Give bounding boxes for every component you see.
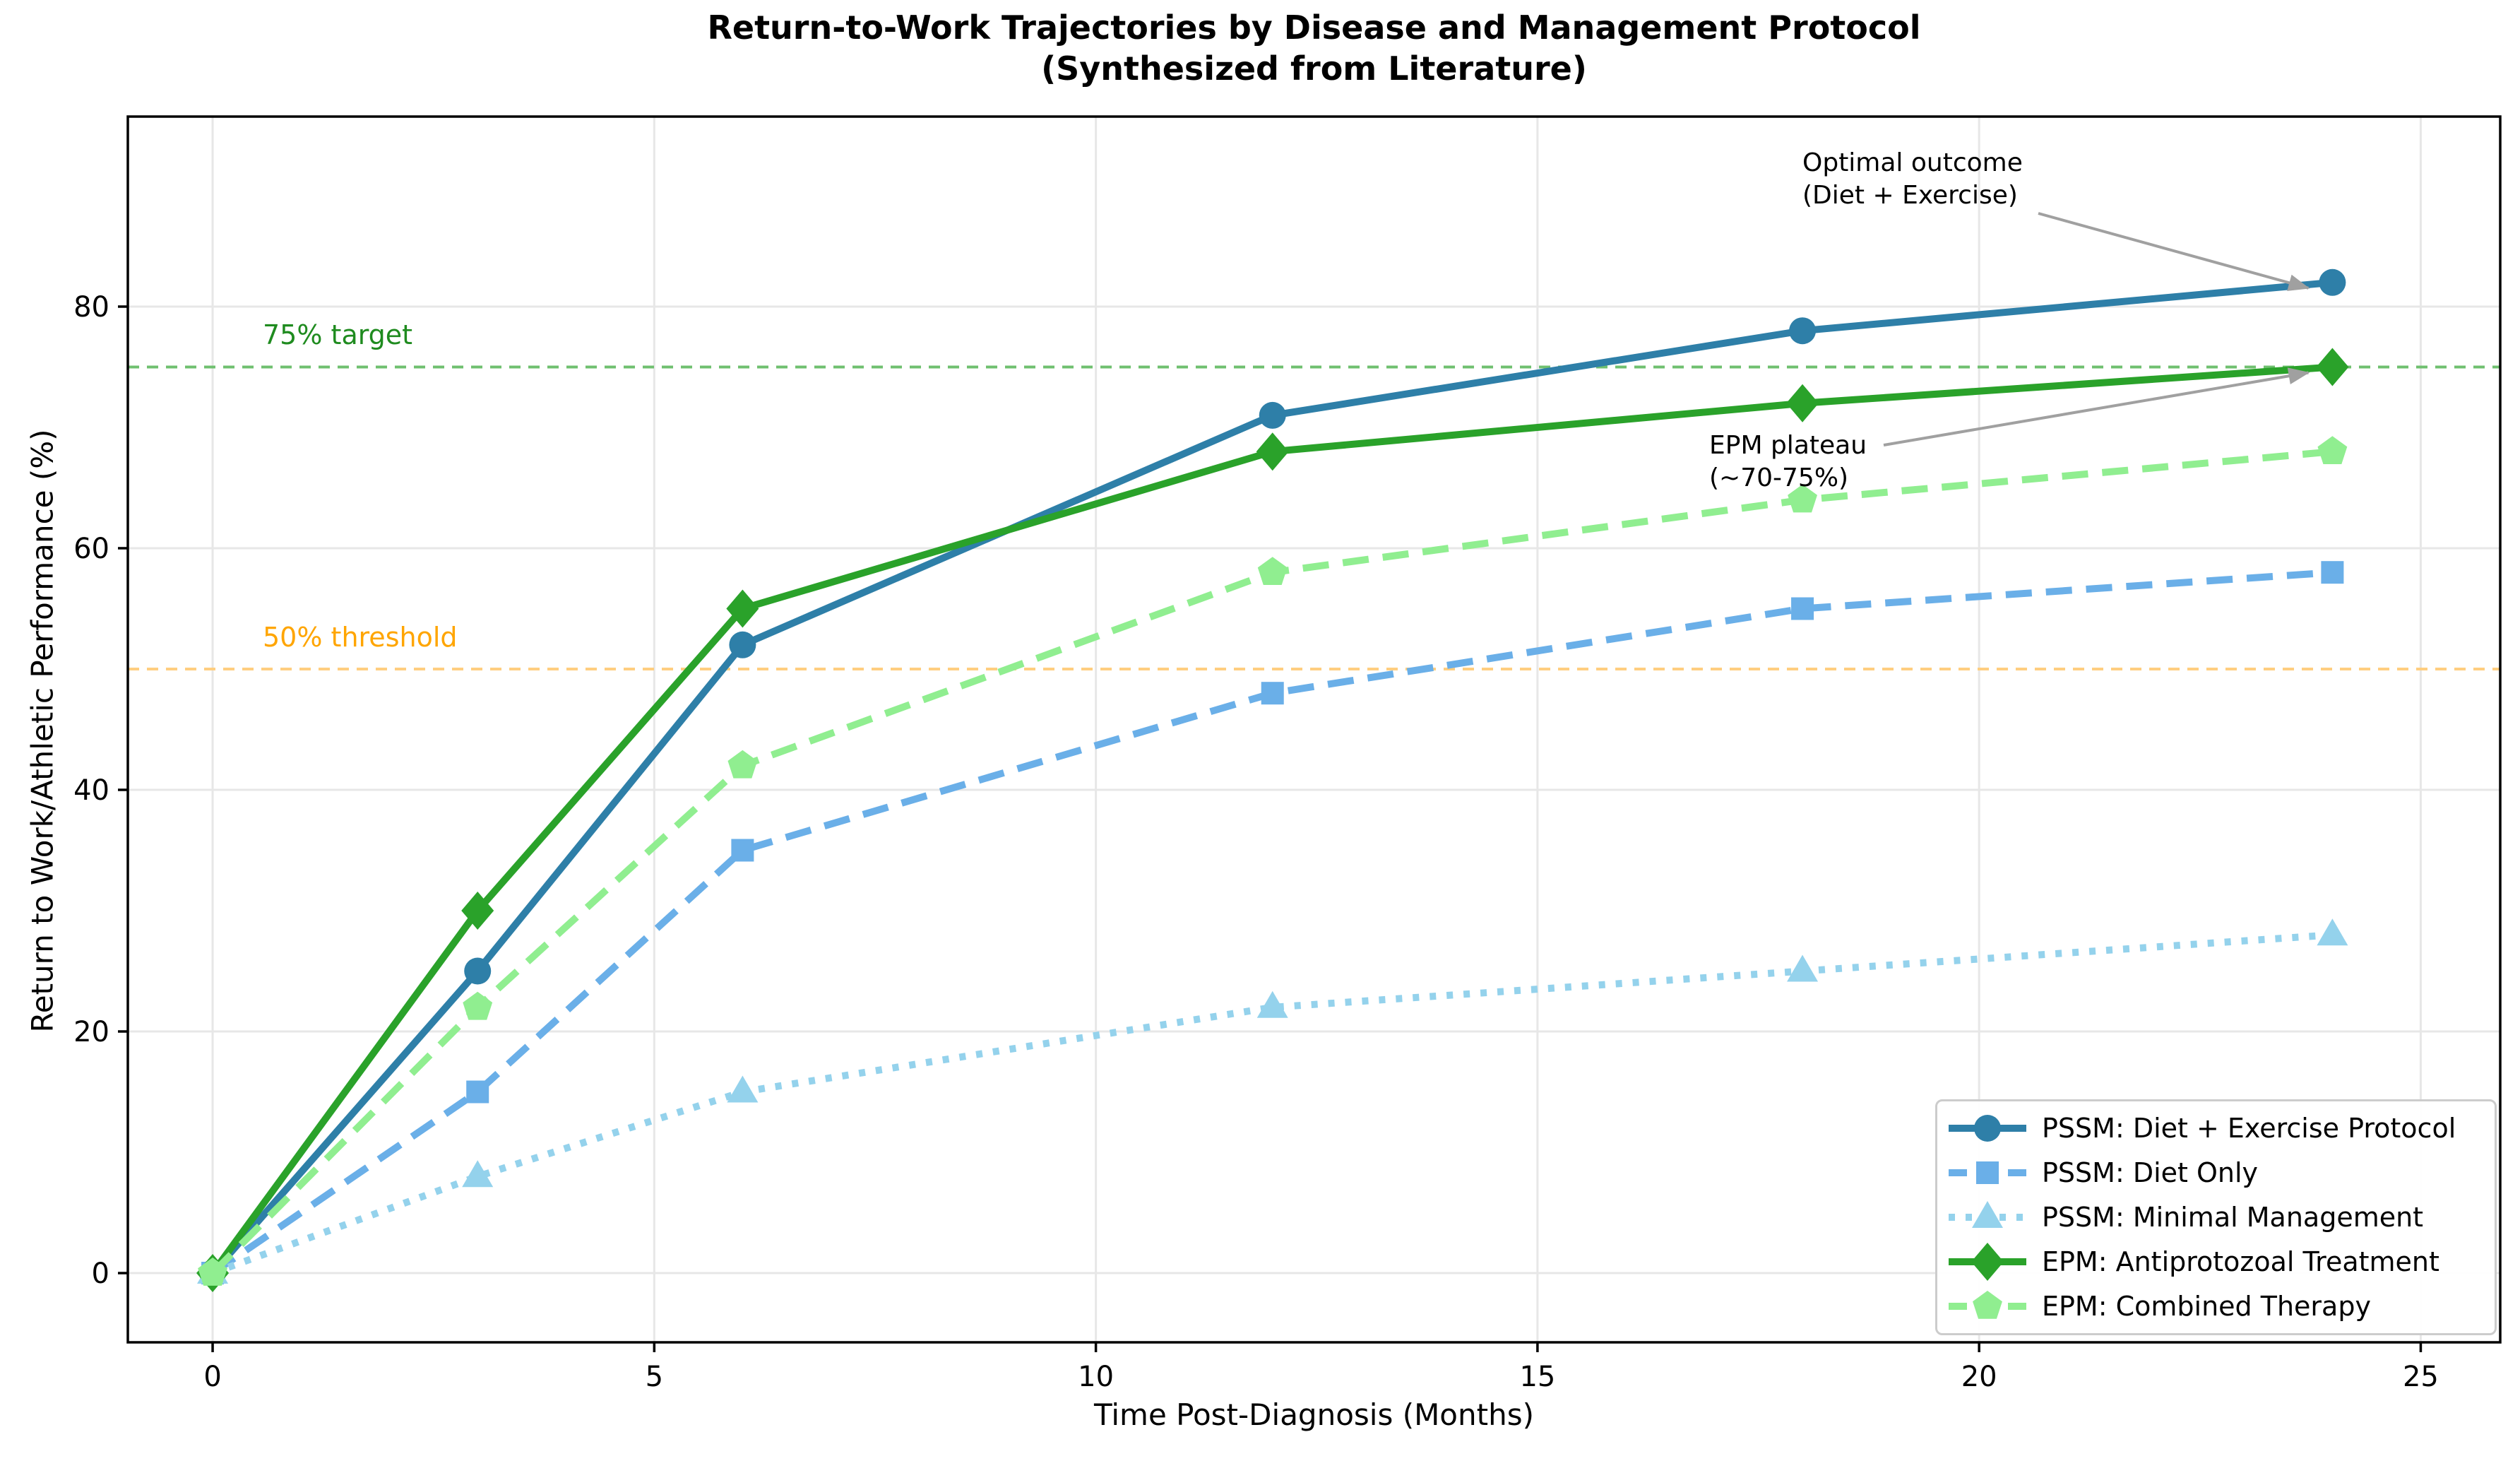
y-tick-label: 20: [73, 1016, 109, 1048]
annotation-epm-plateau-line1: EPM plateau: [1709, 431, 1867, 460]
annotation-arrow-1: [1883, 367, 2310, 446]
series-1-marker: [1791, 597, 1814, 620]
legend-sample-square-icon: [1949, 1161, 2026, 1184]
series-4-marker: [1788, 484, 1817, 513]
legend-item-4: EPM: Combined Therapy: [1944, 1284, 2488, 1329]
series-3-marker: [1256, 432, 1289, 471]
y-tick-label: 0: [92, 1258, 109, 1290]
legend-marker: [1971, 1243, 2004, 1282]
series-4-marker: [727, 750, 758, 779]
series-0-marker: [464, 957, 492, 985]
series-4-marker: [1257, 557, 1288, 585]
series-4-marker: [463, 991, 493, 1020]
series-4-marker: [198, 1258, 227, 1286]
series-0-marker: [729, 631, 756, 658]
series-1-marker: [1261, 682, 1284, 705]
annotation-epm-plateau-line2: (~70-75%): [1709, 463, 1849, 492]
x-tick-label: 15: [1519, 1361, 1555, 1393]
x-tick-label: 10: [1078, 1361, 1114, 1393]
legend-label: EPM: Antiprotozoal Treatment: [2042, 1246, 2439, 1278]
x-tick-label: 25: [2403, 1361, 2439, 1393]
series-0-marker: [2319, 268, 2346, 296]
series-2-marker: [2317, 918, 2348, 946]
series-line-1: [210, 569, 2333, 1277]
legend-label: EPM: Combined Therapy: [2042, 1291, 2371, 1323]
annotation-optimal-outcome-line2: (Diet + Exercise): [1802, 181, 2018, 210]
x-tick-label: 0: [203, 1361, 221, 1393]
series-3-marker: [726, 589, 759, 628]
legend: PSSM: Diet + Exercise Protocol PSSM: Diet…: [1935, 1099, 2497, 1335]
ref-label-50-threshold: 50% threshold: [263, 622, 458, 653]
legend-sample-diamond-icon: [1949, 1243, 2026, 1282]
series-3-marker: [1786, 384, 1819, 422]
x-tick-label: 5: [646, 1361, 663, 1393]
y-tick-label: 40: [73, 774, 109, 807]
legend-marker: [1974, 1114, 2001, 1142]
series-3-marker: [461, 892, 494, 930]
y-axis-label: Return to Work/Athletic Performance (%): [25, 429, 60, 1033]
legend-sample-pentagon-icon: [1949, 1291, 2026, 1320]
series-line-2: [211, 931, 2333, 1277]
series-3-marker: [2316, 348, 2349, 386]
annotation-arrow-0: [2038, 212, 2310, 291]
annotation-epm-plateau: EPM plateau (~70-75%): [1709, 430, 1867, 495]
series-0-marker: [1789, 317, 1817, 345]
legend-label: PSSM: Diet Only: [2042, 1157, 2259, 1188]
series-2-marker: [1256, 990, 1288, 1018]
legend-label: PSSM: Minimal Management: [2042, 1202, 2424, 1233]
y-tick-label: 80: [73, 291, 109, 324]
ref-label-75-target: 75% target: [263, 319, 413, 350]
series-line-4: [210, 448, 2333, 1276]
legend-marker: [1972, 1201, 2003, 1228]
series-line-3: [210, 363, 2333, 1275]
chart-title-line1: Return-to-Work Trajectories by Disease a…: [707, 8, 1921, 47]
series-1-marker: [466, 1080, 489, 1104]
x-tick-label: 20: [1961, 1361, 1997, 1393]
series-0-marker: [1259, 401, 1286, 429]
legend-item-2: PSSM: Minimal Management: [1944, 1195, 2488, 1239]
chart-title: Return-to-Work Trajectories by Disease a…: [128, 7, 2500, 89]
legend-item-0: PSSM: Diet + Exercise Protocol: [1944, 1106, 2488, 1150]
series-4-marker: [2317, 436, 2348, 464]
series-2-marker: [462, 1160, 494, 1188]
annotation-optimal-outcome-line1: Optimal outcome: [1802, 148, 2023, 177]
legend-item-3: EPM: Antiprotozoal Treatment: [1944, 1240, 2488, 1284]
legend-marker: [1973, 1291, 2002, 1320]
legend-marker: [1976, 1161, 1999, 1184]
axes-spines: [126, 115, 2502, 1344]
annotation-optimal-outcome: Optimal outcome (Diet + Exercise): [1802, 147, 2023, 212]
series-1-marker: [731, 839, 754, 862]
legend-sample-triangle-icon: [1949, 1201, 2026, 1228]
y-tick-label: 60: [73, 533, 109, 565]
series-1-marker: [2321, 561, 2344, 584]
legend-item-1: PSSM: Diet Only: [1944, 1150, 2488, 1195]
series-2-marker: [1787, 954, 1819, 982]
legend-label: PSSM: Diet + Exercise Protocol: [2042, 1112, 2456, 1144]
x-axis-label: Time Post-Diagnosis (Months): [1094, 1397, 1534, 1432]
chart-title-line2: (Synthesized from Literature): [1041, 49, 1587, 88]
series-2-marker: [727, 1075, 759, 1103]
legend-sample-circle-icon: [1949, 1114, 2026, 1142]
